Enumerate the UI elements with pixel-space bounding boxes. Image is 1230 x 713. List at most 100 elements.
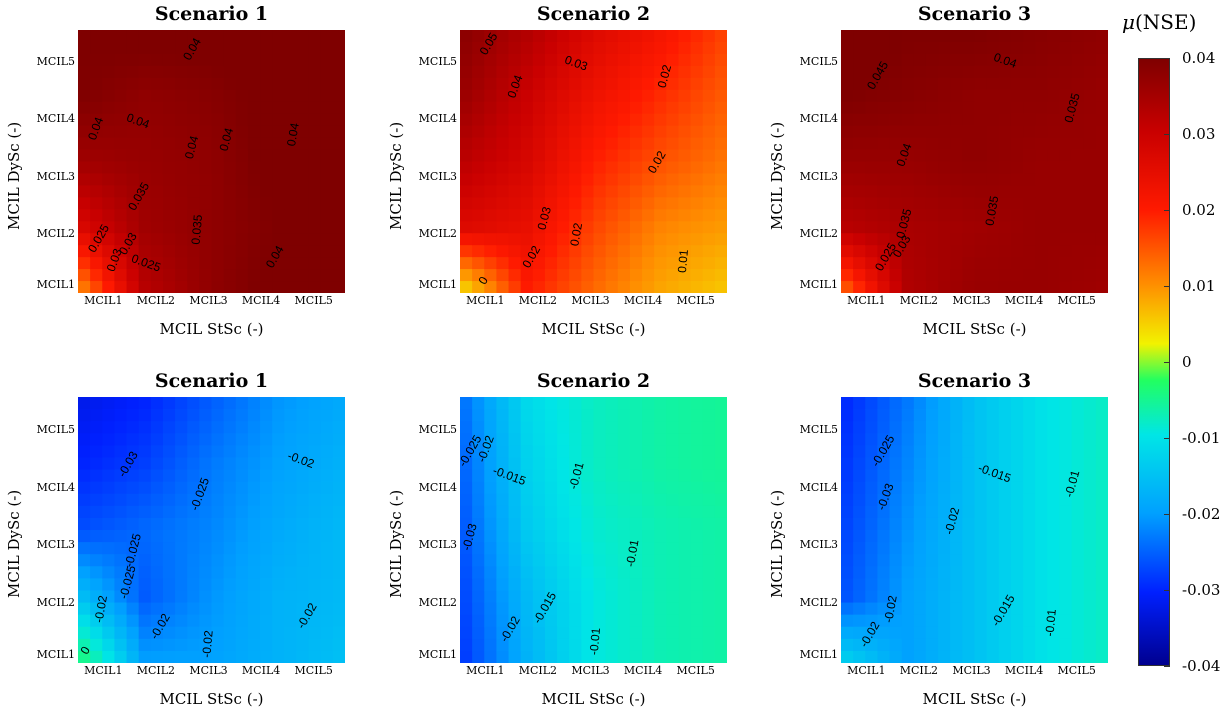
heatmap-cell [90, 185, 103, 198]
heatmap-cell [690, 269, 704, 282]
heatmap-cell [1010, 457, 1024, 471]
heatmap-cell [690, 125, 704, 139]
heatmap-cell [223, 113, 237, 127]
heatmap-cell [544, 113, 558, 127]
heatmap-cell [841, 614, 854, 628]
heatmap-cell [925, 445, 939, 459]
heatmap-cell [508, 209, 522, 222]
heatmap-cell [654, 257, 667, 270]
heatmap-cell [714, 281, 727, 293]
heatmap-cell [223, 469, 237, 483]
heatmap-cell [629, 638, 643, 652]
heatmap-cell [532, 161, 546, 175]
heatmap-cell [496, 517, 510, 531]
heatmap-cell [974, 233, 988, 246]
heatmap-cell [102, 257, 116, 270]
heatmap-cell [211, 433, 225, 446]
heatmap-cell [1059, 77, 1073, 91]
heatmap-cell [211, 590, 225, 604]
heatmap-cell [853, 185, 866, 198]
heatmap-cell [1023, 445, 1036, 459]
heatmap-cell [1071, 542, 1085, 555]
heatmap-cell [1035, 173, 1048, 186]
heatmap-cell [484, 53, 498, 67]
heatmap-cell [998, 638, 1012, 652]
heatmap-cell [1095, 409, 1108, 422]
heatmap-cell [654, 421, 667, 434]
heatmap-cell [308, 638, 322, 652]
heatmap-cell [199, 245, 213, 258]
heatmap-cell [126, 445, 140, 459]
heatmap-cell [889, 517, 903, 531]
heatmap-cell [520, 554, 534, 567]
heatmap-cell [986, 457, 1000, 471]
heatmap-cell [569, 566, 582, 579]
heatmap-cell [1071, 77, 1085, 91]
heatmap-cell [1010, 493, 1024, 507]
heatmap-cell [690, 626, 704, 640]
y-axis-label: MCIL DySc (-) [5, 121, 23, 230]
heatmap-cell [102, 638, 116, 652]
heatmap-cell [484, 173, 498, 186]
y-tick-label: MCIL5 [36, 422, 75, 436]
heatmap-cell [332, 445, 345, 459]
heatmap-cell [654, 590, 667, 604]
heatmap-cell [532, 30, 546, 43]
heatmap-cell [557, 53, 570, 67]
colorbar-tick-mark [1164, 210, 1170, 211]
heatmap-cell [678, 397, 692, 410]
heatmap-cell [484, 65, 498, 79]
heatmap-cell [841, 650, 854, 663]
heatmap-cell [950, 113, 963, 127]
heatmap-cell [460, 481, 473, 495]
heatmap-cell [901, 233, 915, 246]
heatmap-cell [1010, 137, 1024, 151]
heatmap-cell [460, 505, 473, 519]
heatmap-cell [617, 554, 631, 567]
heatmap-cell [629, 566, 643, 579]
heatmap-cell [865, 281, 879, 293]
heatmap-cell [865, 505, 879, 519]
heatmap-cell [187, 554, 200, 567]
heatmap-cell [950, 505, 963, 519]
heatmap-cell [332, 505, 345, 519]
heatmap-cell [308, 101, 322, 115]
heatmap-cell [617, 566, 631, 579]
heatmap-cell [666, 77, 680, 91]
heatmap-cell [998, 578, 1012, 592]
heatmap-cell [1023, 257, 1036, 270]
heatmap-cell [284, 257, 298, 270]
heatmap-cell [472, 578, 485, 592]
heatmap-cell [472, 445, 485, 459]
heatmap-cell [889, 409, 903, 422]
heatmap-cell [901, 125, 915, 139]
heatmap-cell [690, 221, 704, 234]
heatmap-cell [235, 161, 249, 175]
heatmap-cell [629, 149, 643, 163]
heatmap-cell [296, 433, 310, 446]
heatmap-cell [666, 197, 680, 210]
y-tick-label: MCIL4 [36, 112, 75, 126]
heatmap-cell [126, 137, 140, 151]
heatmap-cell [114, 245, 128, 258]
heatmap-cell [569, 161, 582, 175]
heatmap-cell [472, 614, 485, 628]
heatmap-cell [484, 281, 498, 293]
heatmap-cell [877, 149, 891, 163]
heatmap-cell [974, 113, 988, 127]
heatmap-cell [78, 221, 91, 234]
heatmap-cell [235, 638, 249, 652]
heatmap-cell [877, 421, 891, 434]
heatmap-cell [889, 542, 903, 555]
heatmap-cell [1059, 554, 1073, 567]
heatmap-cell [272, 245, 285, 258]
heatmap-cell [666, 185, 680, 198]
heatmap-cell [690, 209, 704, 222]
heatmap-cell [320, 542, 334, 555]
heatmap-cell [272, 481, 285, 495]
heatmap-cell [901, 566, 915, 579]
heatmap-cell [320, 650, 334, 663]
y-axis-label: MCIL DySc (-) [5, 489, 23, 598]
heatmap-cell [841, 626, 854, 640]
heatmap-cell [617, 89, 631, 103]
